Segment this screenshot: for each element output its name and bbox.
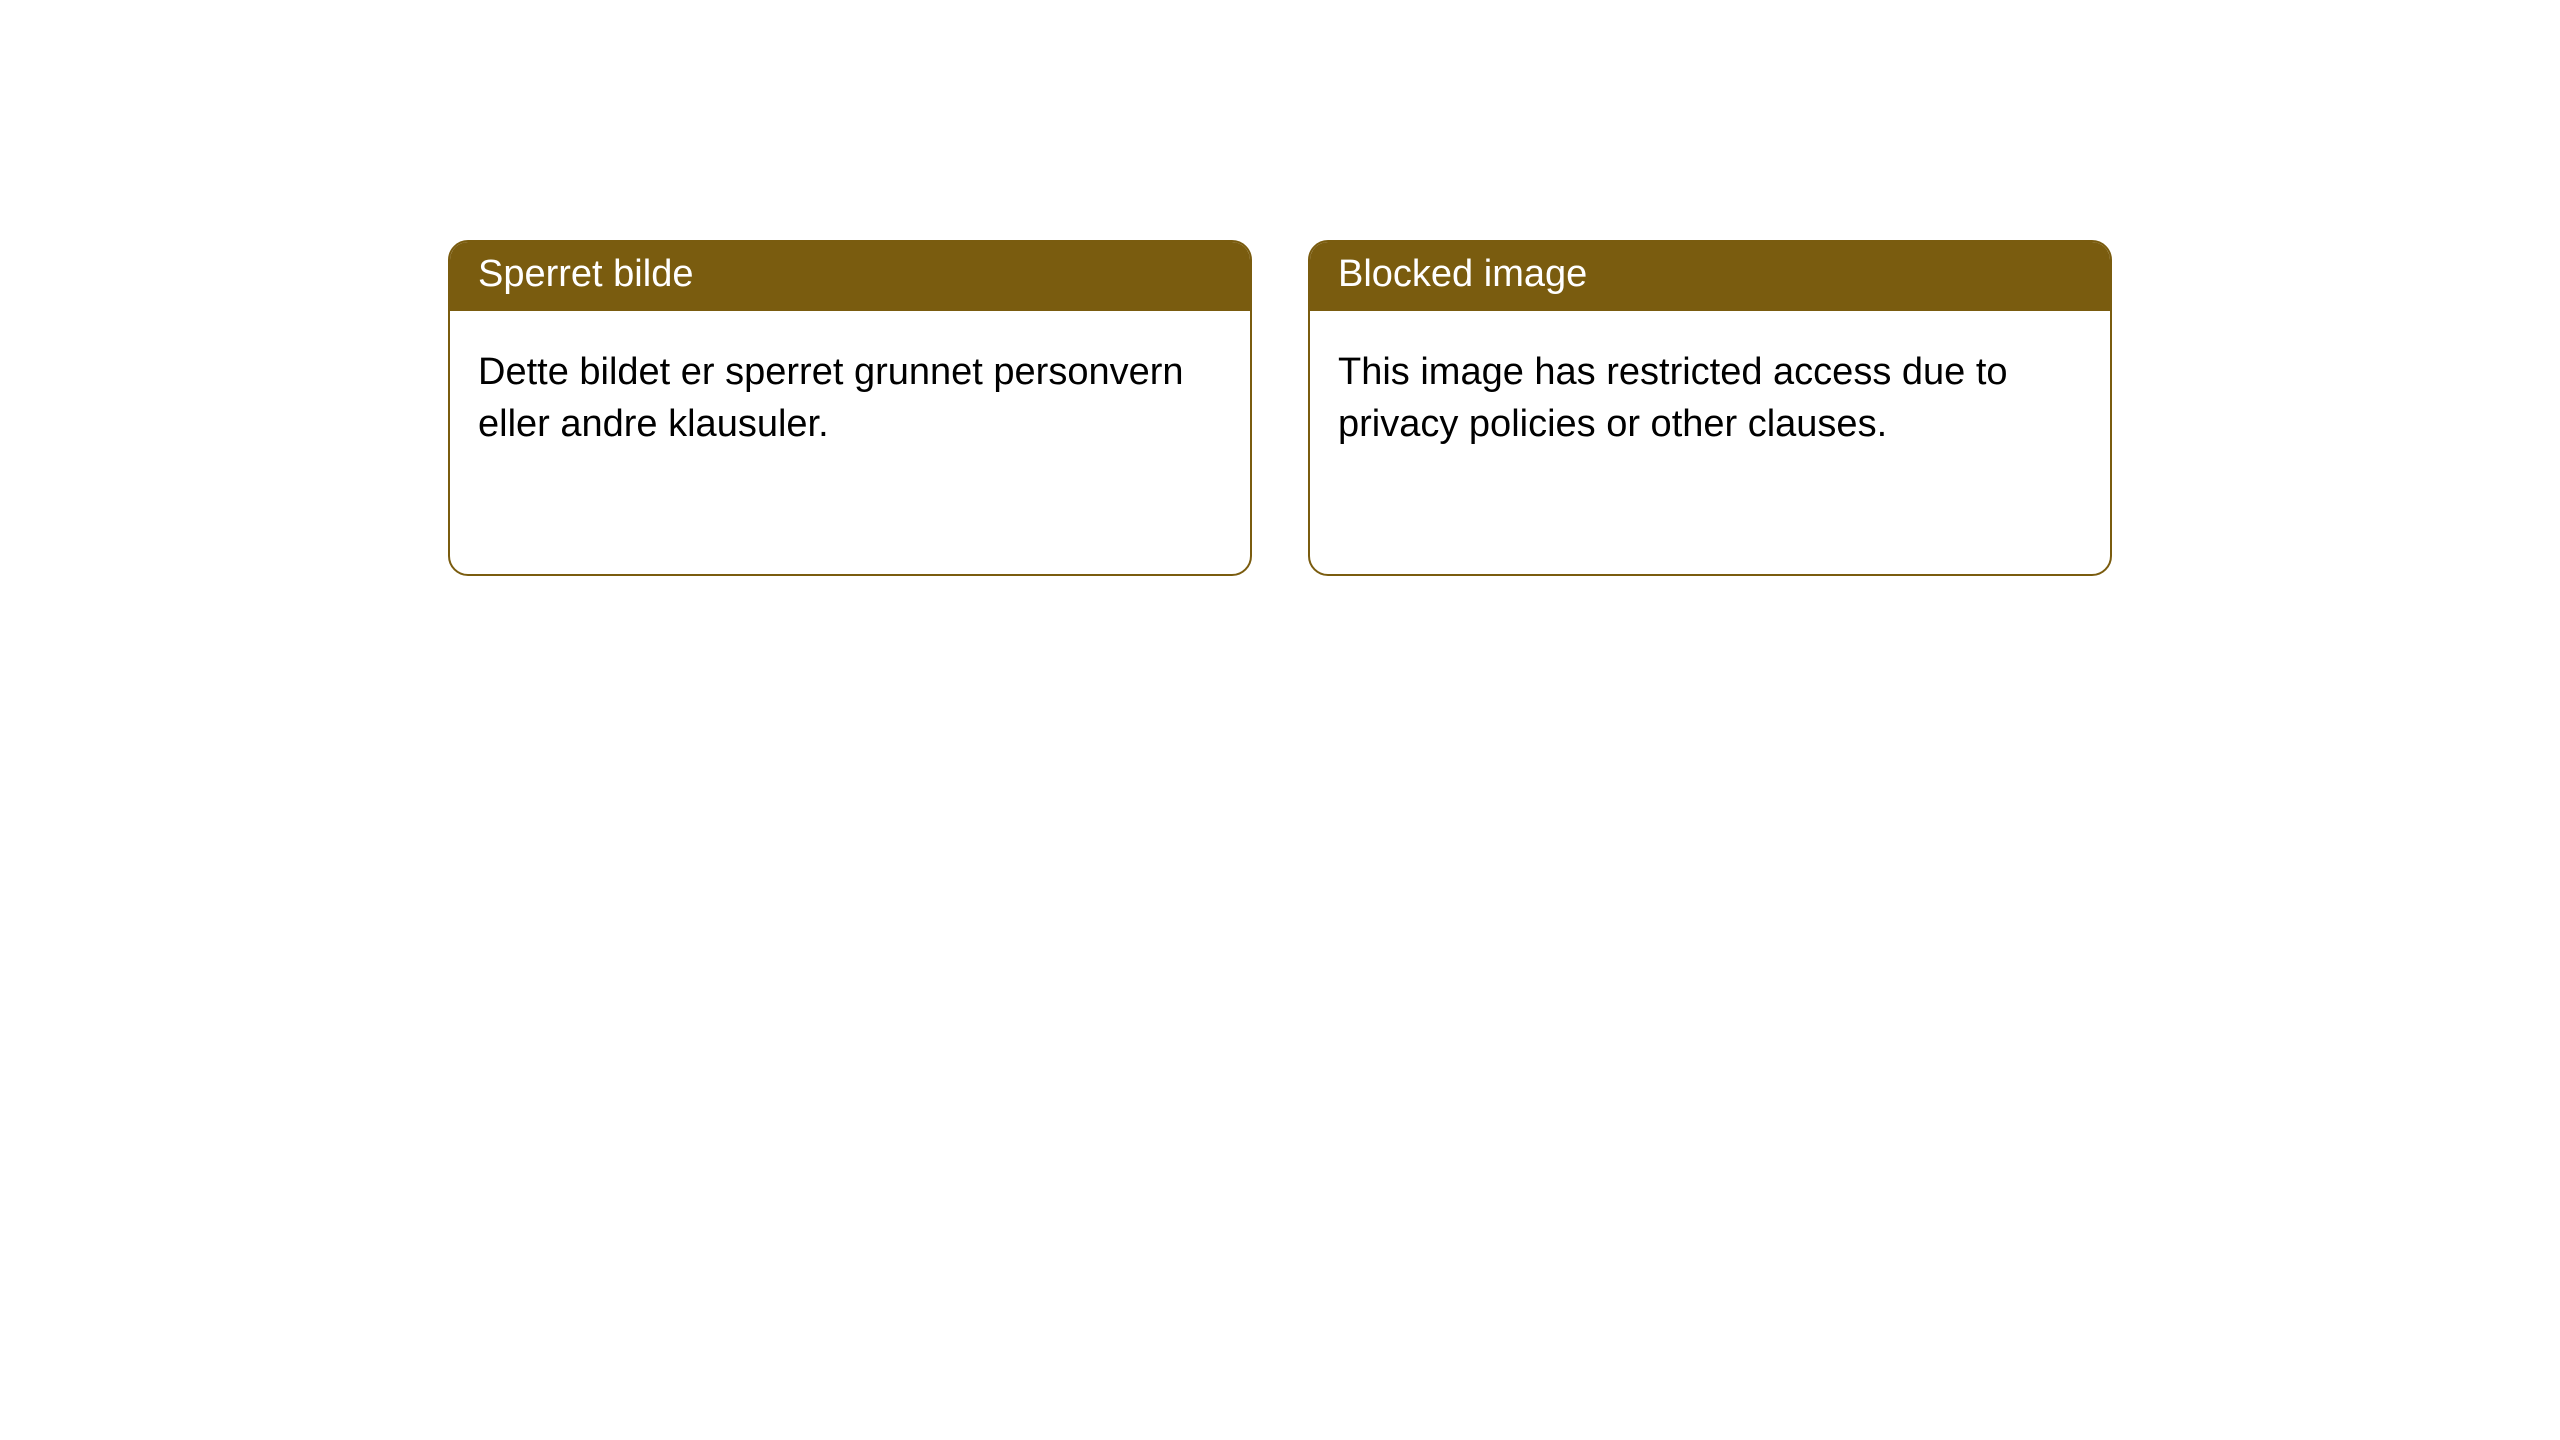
notice-body: Dette bildet er sperret grunnet personve… bbox=[450, 311, 1250, 486]
notice-card-norwegian: Sperret bilde Dette bildet er sperret gr… bbox=[448, 240, 1252, 576]
notice-body: This image has restricted access due to … bbox=[1310, 311, 2110, 486]
notice-card-english: Blocked image This image has restricted … bbox=[1308, 240, 2112, 576]
notice-title: Sperret bilde bbox=[450, 242, 1250, 311]
notice-title: Blocked image bbox=[1310, 242, 2110, 311]
notice-container: Sperret bilde Dette bildet er sperret gr… bbox=[0, 0, 2560, 576]
